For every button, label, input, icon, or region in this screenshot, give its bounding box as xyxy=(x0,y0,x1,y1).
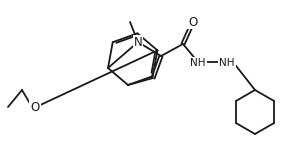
Text: NH: NH xyxy=(219,58,235,68)
Text: NH: NH xyxy=(190,58,206,68)
Text: N: N xyxy=(134,36,142,48)
Text: O: O xyxy=(30,100,40,114)
Text: O: O xyxy=(188,15,198,29)
